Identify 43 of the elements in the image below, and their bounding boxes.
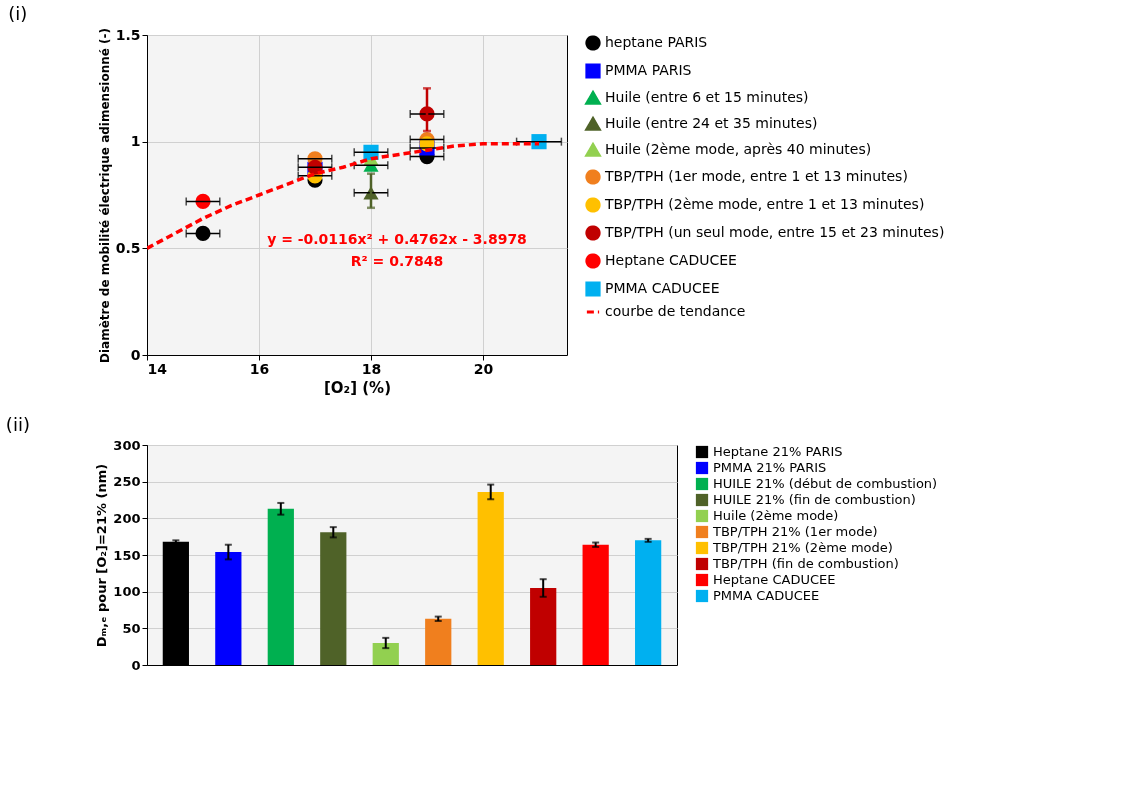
legend-label: TBP/TPH (1er mode, entre 1 et 13 minutes) <box>604 168 908 184</box>
legend-label: TBP/TPH 21% (1er mode) <box>712 524 878 539</box>
x-tick-label: 16 <box>249 360 270 377</box>
x-tick-label: 20 <box>473 360 494 377</box>
y-tick-label: 1 <box>130 133 141 150</box>
x-tick-label: 18 <box>361 360 382 377</box>
y-tick-label: 200 <box>113 510 141 526</box>
legend-label: TBP/TPH 21% (2ème mode) <box>712 540 893 555</box>
legend-label: Huile (2ème mode) <box>713 508 839 523</box>
annotation: R² = 0.7848 <box>350 253 444 269</box>
chart-title: (ii) <box>5 414 30 435</box>
y-tick-label: 0.5 <box>115 239 141 256</box>
y-tick-label: 1.5 <box>115 26 141 43</box>
legend-label: PMMA CADUCEE <box>605 280 720 296</box>
annotation: y = -0.0116x² + 0.4762x - 3.8978 <box>267 231 527 247</box>
legend-label: TBP/TPH (2ème mode, entre 1 et 13 minutes) <box>604 196 925 212</box>
legend-label: TBP/TPH (fin de combustion) <box>712 556 899 571</box>
y-axis-title: Diamètre de mobilité électrique adimensionné (-) <box>97 28 112 363</box>
legend-label: Heptane 21% PARIS <box>713 444 843 459</box>
legend-label: Huile (entre 24 et 35 minutes) <box>605 115 818 131</box>
legend-label: HUILE 21% (fin de combustion) <box>713 492 916 507</box>
y-tick-label: 250 <box>113 474 141 490</box>
x-axis-title: [O₂] (%) <box>324 378 391 397</box>
y-tick-label: 0 <box>130 346 141 363</box>
y-axis-title: Dₘ,ₑ pour [O₂]=21% (nm) <box>94 463 110 648</box>
legend-label: PMMA CADUCEE <box>713 588 820 603</box>
legend-label: TBP/TPH (un seul mode, entre 15 et 23 minutes) <box>604 224 945 240</box>
legend-label: heptane PARIS <box>605 34 708 50</box>
y-tick-label: 300 <box>113 437 141 453</box>
legend-label: Heptane CADUCEE <box>713 572 836 587</box>
y-tick-label: 100 <box>113 584 141 600</box>
legend-label: Huile (entre 6 et 15 minutes) <box>605 89 809 105</box>
legend-label: HUILE 21% (début de combustion) <box>713 476 938 491</box>
y-tick-label: 0 <box>131 657 141 673</box>
x-tick-label: 14 <box>147 360 168 377</box>
legend-label: courbe de tendance <box>605 303 746 319</box>
legend-label: PMMA PARIS <box>605 62 692 78</box>
chart-title: (i) <box>8 2 28 24</box>
legend-label: Huile (2ème mode, après 40 minutes) <box>605 141 872 157</box>
y-tick-label: 150 <box>113 547 141 563</box>
legend-label: PMMA 21% PARIS <box>713 460 827 475</box>
legend-label: Heptane CADUCEE <box>605 252 737 268</box>
y-tick-label: 50 <box>122 620 141 636</box>
